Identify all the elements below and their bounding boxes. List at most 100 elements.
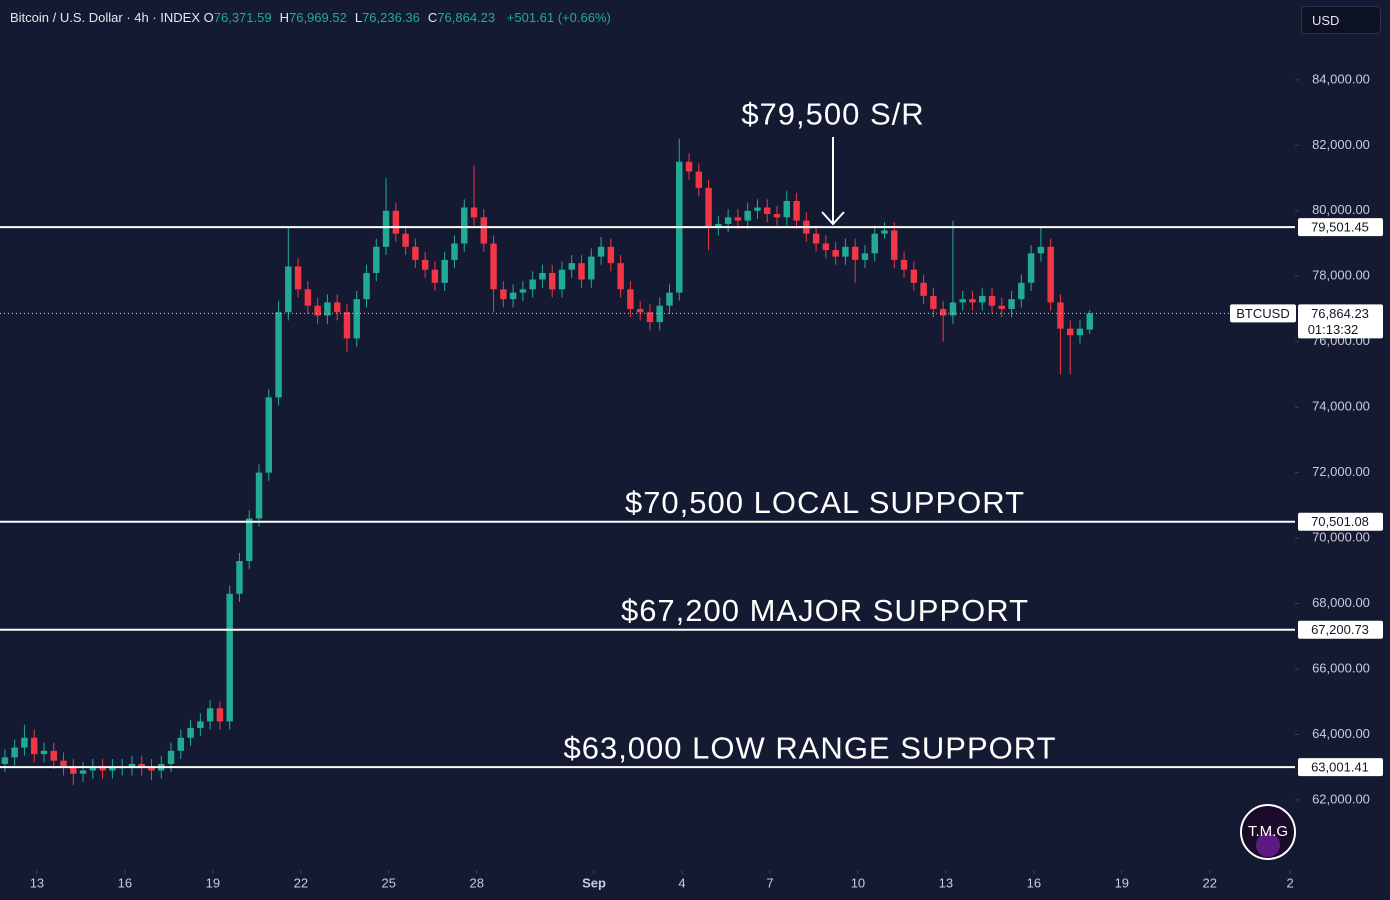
candle-body <box>109 767 116 771</box>
ohlc-text: 76,236.36 <box>362 10 420 25</box>
candle-body <box>353 299 360 339</box>
candle-body <box>1076 328 1084 336</box>
candle-body <box>441 259 448 283</box>
candle-body <box>421 259 429 270</box>
y-tick-label: 84,000.00 <box>1312 71 1370 86</box>
y-tick-label: 70,000.00 <box>1312 530 1370 545</box>
candle-body <box>236 561 243 594</box>
candle-body <box>1057 302 1064 329</box>
level-annotation: $63,000 LOW RANGE SUPPORT <box>563 730 1056 765</box>
candle-body <box>822 243 830 251</box>
x-tick-label: 10 <box>851 875 865 890</box>
candle-body <box>1066 328 1074 336</box>
last-price-box <box>1298 304 1383 339</box>
candle-body <box>636 308 644 313</box>
x-tick-label: Sep <box>582 875 606 890</box>
level-annotation: $79,500 S/R <box>741 96 924 131</box>
x-tick-label: 22 <box>294 875 308 890</box>
candle-body <box>529 279 536 290</box>
candle-body <box>500 289 507 300</box>
ohlc-key: H <box>279 10 289 25</box>
candle-body <box>480 217 488 244</box>
candle-body <box>392 210 400 234</box>
level-label-box <box>1298 620 1383 639</box>
candle-body <box>509 292 517 300</box>
x-tick-label: 13 <box>939 875 953 890</box>
currency-button[interactable]: USD <box>1301 6 1381 34</box>
candle-body <box>773 214 781 218</box>
candle-body <box>167 750 175 764</box>
candle-body <box>70 767 77 774</box>
candle-body <box>470 207 478 218</box>
candle-body <box>461 207 468 244</box>
candle-body <box>705 187 712 228</box>
candle-body <box>21 737 28 748</box>
candle-body <box>988 295 996 306</box>
y-tick-label: 80,000.00 <box>1312 202 1370 217</box>
y-tick-label: 66,000.00 <box>1312 660 1370 675</box>
x-tick-label: 19 <box>206 875 220 890</box>
y-tick-label: 78,000.00 <box>1312 268 1370 283</box>
x-tick-label: 16 <box>1027 875 1041 890</box>
level-label: 63,001.41 <box>1311 760 1369 775</box>
watermark-text: T.M.G <box>1248 823 1288 840</box>
candle-body <box>539 272 546 280</box>
candle-body <box>363 272 370 300</box>
candle-body <box>959 299 966 303</box>
x-tick-label: 25 <box>382 875 396 890</box>
candle-body <box>314 305 321 316</box>
candle-body <box>783 200 790 218</box>
candle-body <box>206 708 214 722</box>
candle-body <box>607 246 615 264</box>
candle-body <box>578 263 585 280</box>
annotation-arrowhead <box>821 211 845 226</box>
candle-body <box>1047 246 1054 303</box>
candle-body <box>128 763 136 768</box>
candle-body <box>715 223 722 228</box>
candle-body <box>861 253 869 260</box>
candle-body <box>891 230 898 260</box>
candle-body <box>910 269 918 283</box>
candle-body <box>519 289 527 293</box>
x-tick-label: 13 <box>30 875 44 890</box>
candle-body <box>30 737 38 755</box>
ohlc-text: 76,864.23 <box>437 10 496 25</box>
level-label: 79,501.45 <box>1311 220 1369 235</box>
candle-body <box>734 217 742 221</box>
candle-body <box>695 171 703 188</box>
candle-body <box>275 312 282 398</box>
level-annotation: $70,500 LOCAL SUPPORT <box>625 485 1025 520</box>
candle-body <box>197 721 204 728</box>
candle-body <box>930 295 937 309</box>
candle-body <box>246 518 253 562</box>
candle-body <box>490 243 497 290</box>
x-tick-label: 28 <box>470 875 484 890</box>
ohlc-text: 76,969.52 <box>288 10 347 25</box>
candle-body <box>597 246 605 257</box>
candle-body <box>285 266 292 313</box>
symbol-title: Bitcoin / U.S. Dollar · 4h · INDEX <box>10 10 200 25</box>
candle-body <box>764 207 771 215</box>
candle-body <box>617 263 624 290</box>
candle-body <box>1086 313 1093 330</box>
countdown: 01:13:32 <box>1308 322 1359 337</box>
candle-body <box>881 230 888 234</box>
candle-body <box>177 737 185 751</box>
candle-body <box>871 233 878 254</box>
level-label: 70,501.08 <box>1311 514 1369 529</box>
candle-body <box>656 305 663 323</box>
candle-body <box>382 210 390 247</box>
candle-body <box>402 233 409 247</box>
candle-body <box>265 397 272 473</box>
candle-body <box>998 305 1006 309</box>
candle-body <box>138 763 145 768</box>
candle-body <box>793 200 800 221</box>
candle-body <box>744 210 751 221</box>
candle-body <box>568 263 575 270</box>
change: +501.61 (+0.66%) <box>506 10 611 25</box>
candle-body <box>324 302 331 316</box>
candle-body <box>900 259 908 270</box>
y-tick-label: 74,000.00 <box>1312 399 1370 414</box>
watermark-glow <box>1256 833 1280 857</box>
